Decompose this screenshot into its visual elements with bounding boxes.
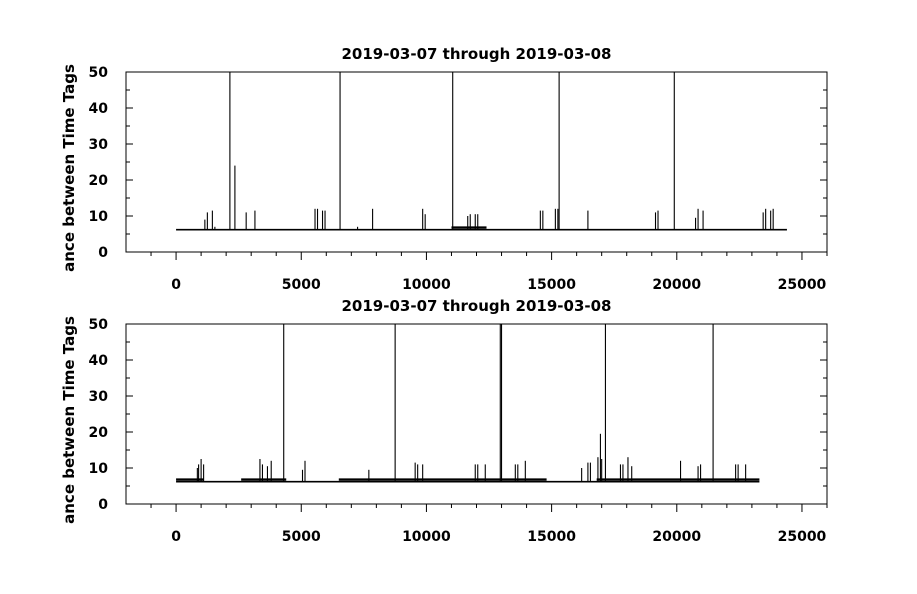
- y-tick-label: 20: [89, 425, 109, 441]
- x-tick-label: 25000: [778, 529, 827, 545]
- y-tick-label: 0: [98, 245, 108, 261]
- y-tick-label: 0: [98, 497, 108, 513]
- y-axis-label: ance between Time Tags: [60, 64, 78, 272]
- y-tick-label: 10: [89, 461, 109, 477]
- x-tick-label: 10000: [402, 529, 451, 545]
- y-tick-label: 50: [89, 65, 109, 81]
- plot-frame: [125, 71, 828, 253]
- axes: 0 10 20 30 40 50 0 5000 10000 15000 20000 25000: [89, 65, 828, 293]
- y-tick-label: 50: [89, 317, 109, 333]
- series-marks: [176, 72, 787, 231]
- x-tick-label: 20000: [652, 277, 701, 293]
- x-tick-label: 15000: [527, 529, 576, 545]
- plot-frame: [125, 323, 828, 505]
- y-tick-label: 20: [89, 173, 109, 189]
- axes: 0 10 20 30 40 50 0 5000 10000 15000 20000 25000: [89, 317, 828, 545]
- x-tick-label: 5000: [282, 277, 321, 293]
- y-tick-label: 40: [89, 353, 109, 369]
- x-tick-label: 0: [171, 277, 181, 293]
- y-axis-label: ance between Time Tags: [60, 316, 78, 524]
- series-marks: [176, 324, 760, 483]
- x-tick-label: 20000: [652, 529, 701, 545]
- plot-panel-top: 2019-03-07 through 2019-03-08 ance betwe…: [60, 45, 828, 293]
- x-tick-label: 15000: [527, 277, 576, 293]
- x-tick-label: 5000: [282, 529, 321, 545]
- y-tick-label: 30: [89, 389, 109, 405]
- x-tick-label: 10000: [402, 277, 451, 293]
- y-tick-label: 10: [89, 209, 109, 225]
- chart-title: 2019-03-07 through 2019-03-08: [342, 297, 612, 315]
- chart-title: 2019-03-07 through 2019-03-08: [342, 45, 612, 63]
- x-tick-label: 0: [171, 529, 181, 545]
- y-tick-label: 30: [89, 137, 109, 153]
- y-tick-label: 40: [89, 101, 109, 117]
- plot-panel-bottom: 2019-03-07 through 2019-03-08 ance betwe…: [60, 297, 828, 545]
- x-tick-label: 25000: [778, 277, 827, 293]
